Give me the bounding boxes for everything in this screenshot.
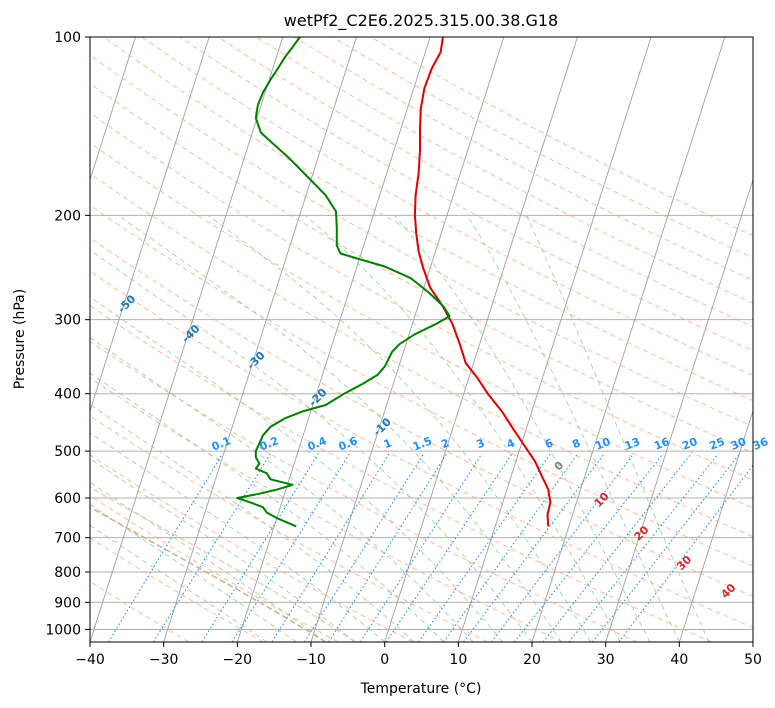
dry-adiabat-line <box>90 173 753 538</box>
mixing-ratio-label: 1 <box>382 436 394 451</box>
mixing-ratio-label: 25 <box>708 435 727 453</box>
moist-adiabat-line <box>526 215 710 642</box>
dry-adiabat-line <box>90 580 190 642</box>
dewpoint-profile-line <box>236 37 451 528</box>
mixing-ratio-line <box>303 453 425 642</box>
x-tick-label: −30 <box>149 652 179 668</box>
mixing-ratio-label: 16 <box>652 435 671 453</box>
isotherm-line <box>605 178 753 642</box>
y-tick-label: 500 <box>54 444 81 460</box>
x-tick-label: 50 <box>744 652 762 668</box>
axes: −40 −30 −20 −10 0 10 20 30 40 50 100 200 300 400 500 60… <box>45 30 762 668</box>
dry-adiabat-line <box>90 112 753 481</box>
dry-adiabat-line <box>90 54 753 428</box>
mixing-ratio-label: 13 <box>623 435 642 453</box>
moist-adiabat-line <box>394 214 651 642</box>
mixing-ratio-label: 3 <box>475 436 487 451</box>
isotherm-line <box>236 37 431 642</box>
y-tick-label: 600 <box>54 491 81 507</box>
y-tick-label: 1000 <box>45 622 81 638</box>
moist-adiabat-line <box>90 481 326 642</box>
dry-adiabat-line <box>217 37 753 328</box>
mixing-ratio-line <box>491 453 635 642</box>
dry-adiabat-line <box>90 204 753 567</box>
mixing-ratio-line <box>271 453 390 642</box>
mixing-ratio-label: 2 <box>439 436 451 451</box>
mixing-ratio-label: 36 <box>751 435 770 453</box>
y-tick-label: 200 <box>54 208 81 224</box>
mixing-ratio-line <box>201 453 319 642</box>
chart-title: wetPf2_C2E6.2025.315.00.38.G18 <box>284 11 558 31</box>
x-tick-label: −10 <box>296 652 326 668</box>
mixing-ratio-line <box>513 453 664 642</box>
moist-adiabat-line <box>90 403 415 642</box>
y-tick-label: 900 <box>54 595 81 611</box>
mixing-ratio-line <box>385 453 513 642</box>
moist-adiabat-line <box>90 503 297 642</box>
moist-adiabat-line <box>207 214 592 642</box>
mixing-ratio-line <box>107 453 224 642</box>
mixing-ratio-line <box>328 453 447 642</box>
mixing-ratio-line <box>359 453 483 642</box>
moist-adiabat-line <box>467 215 680 642</box>
isotherm-line <box>384 37 578 642</box>
dry-adiabat-line <box>90 237 753 598</box>
mixing-ratio-line <box>152 453 271 642</box>
moist-adiabat-line <box>304 214 621 642</box>
plot-area <box>90 37 753 642</box>
x-axis-title: Temperature (°C) <box>360 681 482 697</box>
x-tick-label: −40 <box>75 652 105 668</box>
dry-adiabat-line <box>90 377 563 642</box>
y-tick-label: 100 <box>54 30 81 46</box>
dry-adiabat-line <box>90 142 753 509</box>
y-tick-label: 400 <box>54 387 81 403</box>
brown-guide-curve <box>90 506 327 642</box>
dry-adiabat-line <box>141 37 753 376</box>
y-tick-label: 700 <box>54 531 81 547</box>
mixing-ratio-line <box>443 453 579 642</box>
mixing-ratio-label: 20 <box>680 435 699 453</box>
moist-adiabat-line <box>90 296 503 642</box>
x-tick-label: 20 <box>523 652 541 668</box>
mixing-ratio-label: 8 <box>570 436 582 451</box>
x-tick-label: −20 <box>223 652 253 668</box>
x-tick-label: 10 <box>449 652 467 668</box>
plot-frame <box>89 36 754 643</box>
moist-adiabat-line <box>90 249 533 642</box>
x-tick-label: 40 <box>670 652 688 668</box>
dry-adiabat-line <box>90 305 712 642</box>
y-tick-label: 800 <box>54 565 81 581</box>
x-tick-label: 0 <box>380 652 389 668</box>
isotherm-line <box>90 37 284 642</box>
isotherm-line <box>457 37 652 642</box>
isotherm-line <box>90 37 210 413</box>
mixing-ratio-label: 10 <box>593 435 612 453</box>
moist-adiabat-line <box>90 432 386 642</box>
isotherm-line <box>531 37 726 642</box>
moist-adiabat-line <box>90 336 474 642</box>
moist-adiabat-line <box>118 214 562 642</box>
isotherm-line <box>163 37 357 642</box>
mixing-ratio-line <box>618 464 753 642</box>
x-tick-label: 30 <box>597 652 615 668</box>
isotherm-line <box>90 37 136 182</box>
y-tick-label: 300 <box>54 313 81 329</box>
y-axis-title: Pressure (hPa) <box>12 289 28 389</box>
mixing-ratio-line <box>568 453 719 642</box>
mixing-ratio-label: 30 <box>729 435 748 453</box>
isotherm-line <box>678 409 753 642</box>
mixing-ratio-line <box>542 453 692 642</box>
dry-adiabat-line <box>90 537 264 642</box>
moist-adiabat-line <box>90 524 268 642</box>
mixing-ratio-line <box>231 453 350 642</box>
